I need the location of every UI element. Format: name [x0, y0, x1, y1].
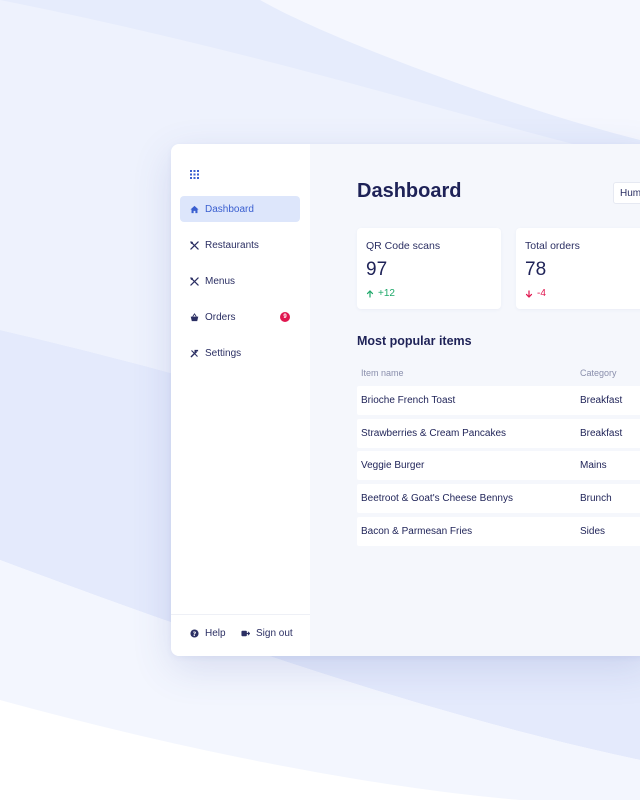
sidebar-divider [171, 614, 310, 615]
table-header: Item name Category [357, 366, 640, 386]
sidebar-nav: Dashboard Restaurants Menus Orders 9 [180, 196, 300, 376]
cell-item-name: Strawberries & Cream Pancakes [361, 427, 507, 439]
sidebar-item-label: Orders [205, 311, 236, 323]
cell-category: Breakfast [580, 395, 623, 406]
table-row[interactable]: Veggie Burger Mains [357, 451, 640, 481]
home-icon [190, 205, 199, 214]
tools-icon [190, 349, 199, 358]
cell-category: Brunch [580, 493, 612, 505]
stat-delta-value: -4 [537, 288, 546, 299]
stat-delta: -4 [525, 288, 546, 299]
cell-item-name: Veggie Burger [361, 460, 425, 472]
popular-items-table: Item name Category Brioche French Toast … [357, 366, 640, 549]
sign-out-label: Sign out [256, 628, 293, 639]
sidebar-item-label: Restaurants [205, 239, 259, 251]
grid-icon[interactable] [190, 170, 199, 179]
help-label: Help [205, 628, 226, 639]
column-header-category[interactable]: Category [580, 368, 617, 378]
basket-icon [190, 312, 199, 322]
table-row[interactable]: Strawberries & Cream Pancakes Breakfast [357, 418, 640, 448]
stat-value: 78 [525, 259, 547, 280]
app-window: Dashboard Restaurants Menus Orders 9 [171, 144, 640, 656]
cell-item-name: Beetroot & Goat's Cheese Bennys [361, 493, 513, 505]
help-link[interactable]: ? Help [190, 628, 226, 639]
utensils-icon [190, 276, 199, 286]
cell-category: Sides [580, 525, 606, 537]
sidebar: Dashboard Restaurants Menus Orders 9 [171, 144, 310, 656]
stat-card-qr-scans: QR Code scans 97 +12 [357, 228, 501, 309]
column-header-item-name[interactable]: Item name [361, 368, 404, 378]
sidebar-item-dashboard[interactable]: Dashboard [180, 196, 300, 222]
stat-card-total-orders: Total orders 78 -4 [516, 228, 640, 309]
sidebar-item-restaurants[interactable]: Restaurants [180, 232, 300, 258]
section-title-popular-items: Most popular items [357, 334, 472, 348]
help-circle-icon: ? [190, 629, 199, 638]
cell-category: Breakfast [580, 427, 623, 439]
arrow-up-icon [366, 289, 374, 298]
sidebar-item-label: Menus [205, 275, 236, 287]
restaurant-select[interactable]: Hum [613, 182, 640, 204]
orders-count-badge: 9 [280, 312, 290, 322]
sidebar-item-settings[interactable]: Settings [180, 340, 300, 366]
sign-out-link[interactable]: Sign out [241, 628, 293, 639]
main-content: Dashboard Hum QR Code scans 97 +12 Total… [310, 144, 640, 656]
cell-item-name: Brioche French Toast [361, 395, 456, 406]
stat-delta-value: +12 [378, 288, 395, 299]
utensils-icon [190, 240, 199, 250]
sidebar-item-label: Settings [205, 347, 242, 359]
stat-label: Total orders [525, 240, 580, 252]
svg-text:?: ? [193, 631, 197, 638]
stat-value: 97 [366, 259, 388, 280]
stat-label: QR Code scans [366, 240, 441, 252]
cell-category: Mains [580, 460, 607, 472]
page-title: Dashboard [357, 180, 462, 202]
stat-delta: +12 [366, 288, 395, 299]
sidebar-item-orders[interactable]: Orders 9 [180, 304, 300, 330]
cell-item-name: Bacon & Parmesan Fries [361, 525, 473, 537]
table-row[interactable]: Beetroot & Goat's Cheese Bennys Brunch [357, 484, 640, 514]
table-row[interactable]: Brioche French Toast Breakfast [357, 386, 640, 415]
arrow-down-icon [525, 289, 533, 298]
table-row[interactable]: Bacon & Parmesan Fries Sides [357, 516, 640, 546]
sign-out-icon [241, 630, 250, 637]
sidebar-item-menus[interactable]: Menus [180, 268, 300, 294]
sidebar-item-label: Dashboard [205, 203, 254, 215]
